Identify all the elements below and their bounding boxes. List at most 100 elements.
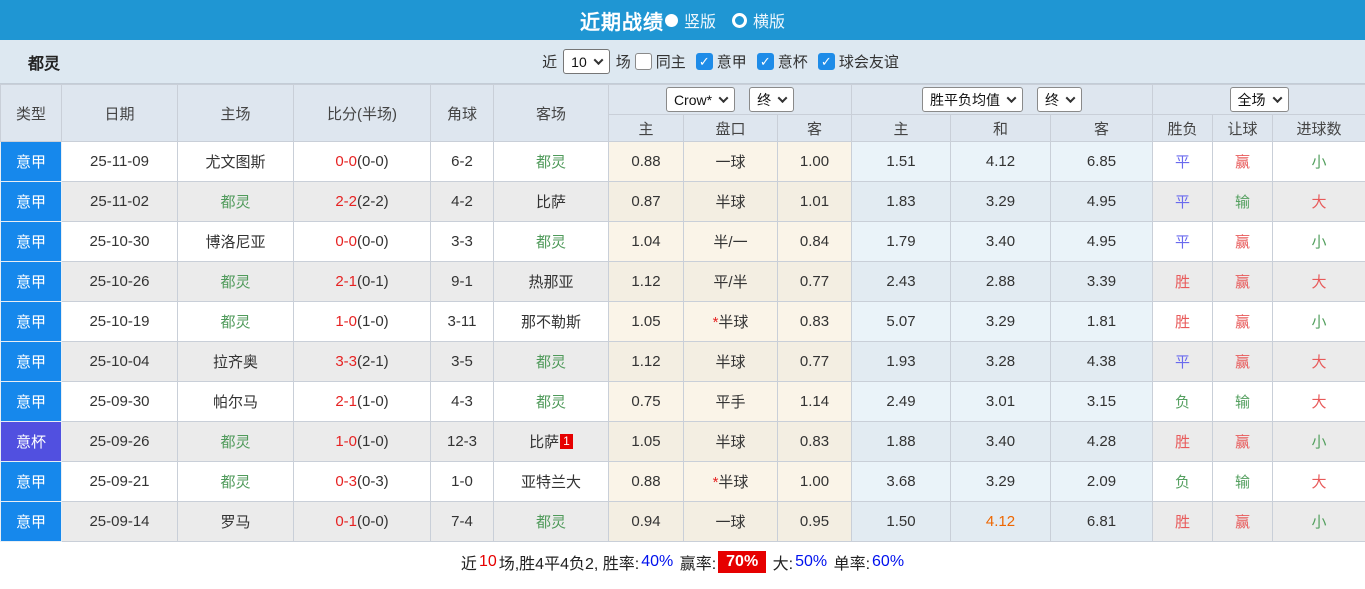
eu-away-odds: 3.15 bbox=[1050, 381, 1154, 422]
ah-line: 一球 bbox=[683, 141, 778, 182]
radio-vertical-label[interactable]: 竖版 bbox=[683, 14, 716, 31]
eu-away-odds: 3.39 bbox=[1050, 261, 1154, 302]
ah-time-select[interactable]: 终 bbox=[749, 87, 795, 112]
ah-line: 半球 bbox=[683, 341, 778, 382]
ah-home-odds: 0.87 bbox=[608, 181, 684, 222]
col-header-handicap: 让球 bbox=[1212, 114, 1274, 142]
home-team: 尤文图斯 bbox=[177, 141, 294, 182]
eu-home-odds: 1.88 bbox=[851, 421, 952, 462]
eu-home-odds: 5.07 bbox=[851, 301, 952, 342]
col-header-home: 主场 bbox=[177, 84, 294, 142]
eu-select-group: 胜平负均值 终 bbox=[851, 84, 1154, 115]
ah-home-odds: 0.88 bbox=[608, 461, 684, 502]
result-goals: 大 bbox=[1272, 381, 1365, 422]
table-row: 意甲 25-10-26 都灵 2-1(0-1) 9-1 热那亚 1.12 平/半 0.77 2.4… bbox=[0, 261, 1365, 302]
result-goals: 大 bbox=[1272, 261, 1365, 302]
ah-away-odds: 0.84 bbox=[776, 221, 853, 262]
summary-part: 10 bbox=[478, 552, 497, 570]
match-count-select[interactable]: 10 bbox=[563, 49, 610, 74]
away-team: 比萨 1 bbox=[493, 421, 609, 462]
ah-line: *半球 bbox=[683, 301, 778, 342]
ah-select-group: Crow* 终 bbox=[607, 84, 853, 115]
summary-part: 场,胜4平4负2, 胜率: bbox=[498, 555, 640, 573]
ah-away-odds: 1.14 bbox=[776, 381, 853, 422]
result-goals: 小 bbox=[1272, 421, 1365, 462]
scope-select[interactable]: 全场 bbox=[1229, 87, 1289, 112]
bookmaker-select[interactable]: Crow* bbox=[665, 87, 736, 112]
away-team-badge: 1 bbox=[560, 434, 573, 449]
table-row: 意甲 25-11-02 都灵 2-2(2-2) 4-2 比萨 0.87 半球 1.01 1.83 3… bbox=[0, 181, 1365, 222]
eu-draw-odds: 3.40 bbox=[950, 421, 1052, 462]
summary-part: 近 bbox=[460, 555, 477, 573]
ah-home-odds: 1.04 bbox=[608, 221, 684, 262]
ah-time-select-value: 终 bbox=[757, 91, 772, 108]
ah-home-odds: 0.75 bbox=[608, 381, 684, 422]
col-header-type: 类型 bbox=[0, 84, 62, 142]
result-outcome: 胜 bbox=[1152, 421, 1214, 462]
corner-score: 3-3 bbox=[430, 221, 494, 262]
league-badge: 意甲 bbox=[0, 181, 62, 222]
team-name: 都灵 bbox=[28, 55, 61, 73]
eu-away-odds: 1.81 bbox=[1050, 301, 1154, 342]
ah-away-odds: 0.77 bbox=[776, 341, 853, 382]
league-badge: 意甲 bbox=[0, 501, 62, 542]
radio-horizontal-label[interactable]: 横版 bbox=[753, 14, 786, 31]
match-count-value: 10 bbox=[571, 53, 587, 70]
checkbox-label[interactable]: 意杯 bbox=[777, 54, 808, 71]
eu-away-odds: 6.85 bbox=[1050, 141, 1154, 182]
score: 0-3(0-3) bbox=[293, 461, 431, 502]
result-goals: 小 bbox=[1272, 221, 1365, 262]
home-team: 帕尔马 bbox=[177, 381, 294, 422]
checkbox-label[interactable]: 球会友谊 bbox=[838, 54, 899, 71]
checkbox-label[interactable]: 同主 bbox=[655, 54, 686, 71]
checkbox-label[interactable]: 意甲 bbox=[716, 54, 747, 71]
summary-part: 70% bbox=[718, 550, 767, 573]
corner-score: 7-4 bbox=[430, 501, 494, 542]
eu-odds-type-select[interactable]: 胜平负均值 bbox=[922, 87, 1024, 112]
ah-line: 平手 bbox=[683, 381, 778, 422]
checkbox-checked-icon[interactable]: ✓ bbox=[756, 53, 774, 70]
page-title: 近期战绩 bbox=[579, 11, 664, 34]
result-handicap: 赢 bbox=[1212, 221, 1274, 262]
league-badge: 意甲 bbox=[0, 461, 62, 502]
away-team: 比萨 bbox=[493, 181, 609, 222]
eu-home-odds: 1.79 bbox=[851, 221, 952, 262]
eu-away-odds: 6.81 bbox=[1050, 501, 1154, 542]
ah-home-odds: 1.12 bbox=[608, 261, 684, 302]
result-handicap: 赢 bbox=[1212, 261, 1274, 302]
col-header-goals: 进球数 bbox=[1272, 114, 1365, 142]
radio-horizontal-icon[interactable] bbox=[732, 12, 747, 28]
table-row: 意甲 25-09-30 帕尔马 2-1(1-0) 4-3 都灵 0.75 平手 1.14 2.49… bbox=[0, 381, 1365, 422]
result-goals: 大 bbox=[1272, 181, 1365, 222]
ah-away-odds: 1.00 bbox=[776, 461, 853, 502]
match-date: 25-10-30 bbox=[61, 221, 178, 262]
col-header-eu-home: 主 bbox=[851, 114, 952, 142]
col-header-ah-home: 主 bbox=[608, 114, 684, 142]
result-goals: 小 bbox=[1272, 141, 1365, 182]
ah-line: 半球 bbox=[683, 421, 778, 462]
chevron-down-icon bbox=[1065, 93, 1076, 104]
col-header-eu-away: 客 bbox=[1050, 114, 1154, 142]
col-header-eu-draw: 和 bbox=[950, 114, 1052, 142]
result-outcome: 负 bbox=[1152, 381, 1214, 422]
table-row: 意甲 25-11-09 尤文图斯 0-0(0-0) 6-2 都灵 0.88 一球 1.00 1.5… bbox=[0, 141, 1365, 182]
chevron-down-icon bbox=[718, 93, 729, 104]
score: 0-0(0-0) bbox=[293, 141, 431, 182]
chevron-down-icon bbox=[1272, 93, 1282, 104]
home-team: 都灵 bbox=[177, 421, 294, 462]
checkbox-unchecked-icon[interactable] bbox=[634, 53, 652, 70]
recent-label: 近 bbox=[542, 54, 558, 71]
checkbox-checked-icon[interactable]: ✓ bbox=[695, 53, 713, 70]
eu-home-odds: 2.49 bbox=[851, 381, 952, 422]
col-header-ah-away: 客 bbox=[776, 114, 853, 142]
corner-score: 4-3 bbox=[430, 381, 494, 422]
ah-line: 一球 bbox=[683, 501, 778, 542]
result-goals: 小 bbox=[1272, 301, 1365, 342]
ah-away-odds: 0.77 bbox=[776, 261, 853, 302]
eu-time-select[interactable]: 终 bbox=[1037, 87, 1083, 112]
radio-vertical-selected-icon[interactable] bbox=[664, 13, 678, 27]
eu-draw-odds: 4.12 bbox=[950, 141, 1052, 182]
col-header-away: 客场 bbox=[493, 84, 609, 142]
eu-away-odds: 4.95 bbox=[1050, 181, 1154, 222]
checkbox-checked-icon[interactable]: ✓ bbox=[817, 53, 835, 70]
